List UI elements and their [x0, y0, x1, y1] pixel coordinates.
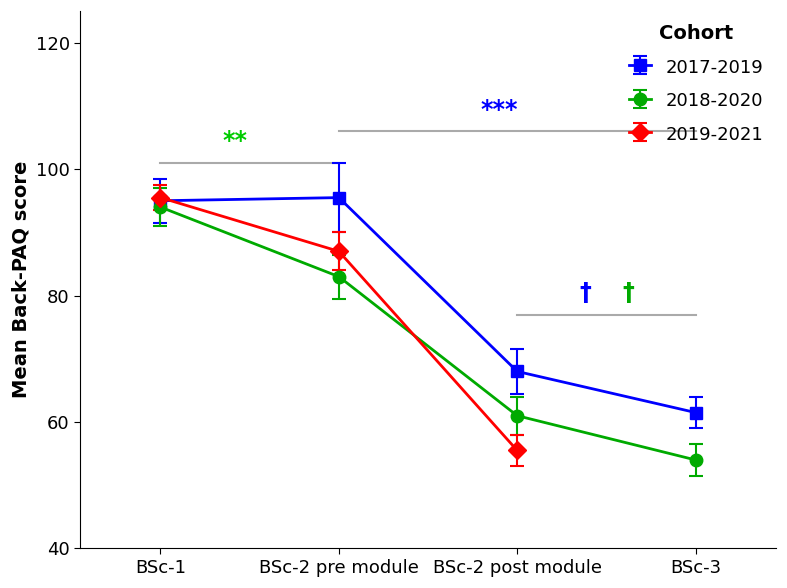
Text: **: ** — [223, 129, 248, 153]
Text: †: † — [622, 281, 634, 305]
Text: ***: *** — [481, 98, 518, 122]
Text: †: † — [579, 281, 591, 305]
Y-axis label: Mean Back-PAQ score: Mean Back-PAQ score — [11, 161, 30, 399]
Legend: 2017-2019, 2018-2020, 2019-2021: 2017-2019, 2018-2020, 2019-2021 — [623, 16, 770, 151]
